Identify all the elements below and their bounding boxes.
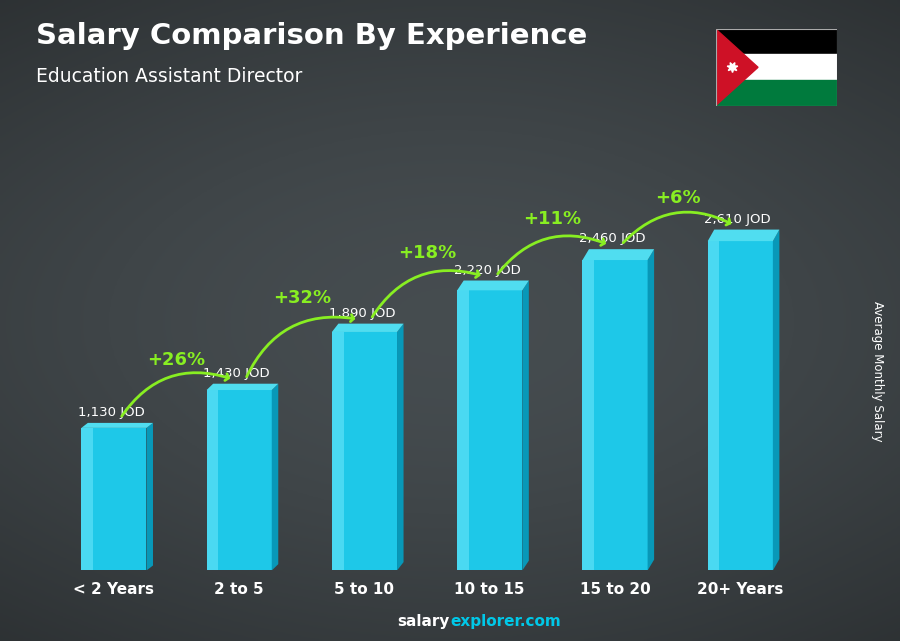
Polygon shape bbox=[332, 332, 344, 570]
Text: 2,610 JOD: 2,610 JOD bbox=[705, 213, 771, 226]
Polygon shape bbox=[81, 428, 147, 570]
Polygon shape bbox=[582, 260, 648, 570]
Polygon shape bbox=[648, 249, 654, 570]
Polygon shape bbox=[457, 290, 522, 570]
Polygon shape bbox=[727, 63, 738, 72]
Polygon shape bbox=[272, 384, 278, 570]
Text: Average Monthly Salary: Average Monthly Salary bbox=[871, 301, 884, 442]
Polygon shape bbox=[522, 281, 529, 570]
Polygon shape bbox=[716, 29, 758, 106]
Polygon shape bbox=[707, 241, 719, 570]
Bar bbox=[716, 80, 837, 106]
Polygon shape bbox=[457, 290, 469, 570]
Polygon shape bbox=[582, 260, 594, 570]
Polygon shape bbox=[207, 390, 272, 570]
Polygon shape bbox=[707, 229, 779, 241]
Polygon shape bbox=[582, 249, 654, 260]
Polygon shape bbox=[457, 281, 529, 290]
Text: 2,220 JOD: 2,220 JOD bbox=[454, 263, 520, 277]
Text: Education Assistant Director: Education Assistant Director bbox=[36, 67, 302, 87]
Polygon shape bbox=[81, 428, 93, 570]
Text: +11%: +11% bbox=[523, 210, 581, 228]
Bar bbox=[716, 29, 837, 54]
Text: 1,430 JOD: 1,430 JOD bbox=[203, 367, 270, 380]
Text: +32%: +32% bbox=[273, 288, 331, 306]
Text: +26%: +26% bbox=[148, 351, 205, 369]
Polygon shape bbox=[773, 229, 779, 570]
Polygon shape bbox=[207, 390, 219, 570]
Polygon shape bbox=[81, 423, 153, 428]
Text: salary: salary bbox=[398, 615, 450, 629]
Bar bbox=[716, 54, 837, 80]
Text: 2,460 JOD: 2,460 JOD bbox=[580, 233, 646, 246]
Text: explorer.com: explorer.com bbox=[450, 615, 561, 629]
Polygon shape bbox=[332, 332, 397, 570]
Polygon shape bbox=[707, 241, 773, 570]
Text: +6%: +6% bbox=[655, 189, 700, 207]
Text: 1,890 JOD: 1,890 JOD bbox=[328, 307, 395, 320]
Polygon shape bbox=[147, 423, 153, 570]
Text: Salary Comparison By Experience: Salary Comparison By Experience bbox=[36, 22, 587, 51]
Text: 1,130 JOD: 1,130 JOD bbox=[78, 406, 145, 419]
Polygon shape bbox=[332, 324, 403, 332]
Polygon shape bbox=[397, 324, 403, 570]
Polygon shape bbox=[207, 384, 278, 390]
Text: +18%: +18% bbox=[398, 244, 456, 262]
